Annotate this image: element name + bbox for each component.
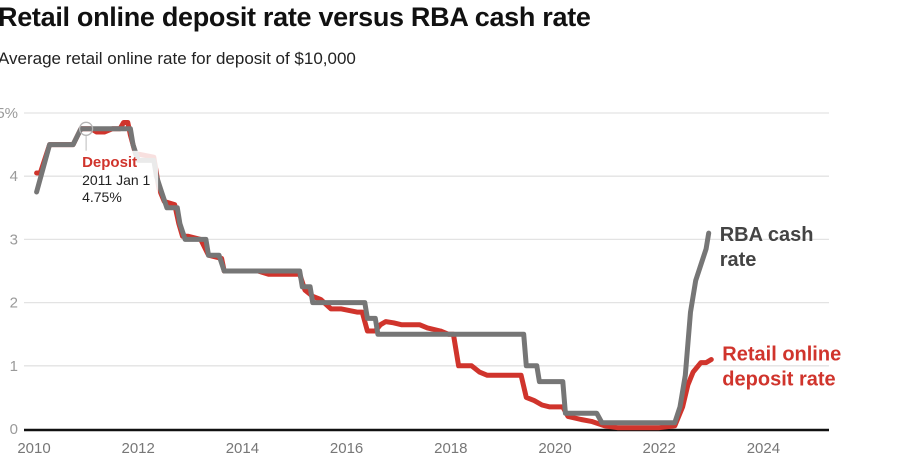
deposit-rate-label: deposit rate bbox=[722, 368, 835, 390]
x-tick-label: 2018 bbox=[434, 440, 467, 457]
tooltip-value: 4.75% bbox=[82, 189, 122, 205]
y-tick-label: 5% bbox=[0, 105, 18, 122]
deposit-rate-label: Retail online bbox=[722, 343, 841, 365]
y-axis-ticks: 0 1 2 3 4 5% bbox=[0, 105, 18, 438]
chart-title: Retail online deposit rate versus RBA ca… bbox=[0, 2, 591, 32]
x-axis-ticks: 2010 2012 2014 2016 2018 2020 2022 2024 bbox=[17, 440, 780, 457]
chart-subtitle: Average retail online rate for deposit o… bbox=[0, 49, 356, 68]
y-tick-label: 4 bbox=[10, 168, 18, 185]
y-tick-label: 3 bbox=[10, 231, 18, 248]
x-tick-label: 2016 bbox=[330, 440, 363, 457]
cash-rate-label: rate bbox=[720, 249, 757, 271]
x-tick-label: 2010 bbox=[17, 440, 50, 457]
tooltip-marker bbox=[78, 121, 94, 136]
x-tick-label: 2024 bbox=[747, 440, 780, 457]
cash-rate-label: RBA cash bbox=[720, 224, 814, 246]
tooltip-series: Deposit bbox=[82, 154, 137, 171]
series-end-labels: Retail online deposit rate RBA cash rate bbox=[720, 224, 842, 390]
tooltip-date: 2011 Jan 1 bbox=[82, 172, 150, 188]
y-tick-label: 1 bbox=[10, 358, 18, 375]
x-tick-label: 2012 bbox=[122, 440, 155, 457]
x-tick-label: 2020 bbox=[538, 440, 571, 457]
y-tick-label: 0 bbox=[10, 421, 18, 438]
x-tick-label: 2022 bbox=[643, 440, 676, 457]
x-tick-label: 2014 bbox=[226, 440, 259, 457]
tooltip-background bbox=[82, 150, 159, 205]
y-tick-label: 2 bbox=[10, 295, 18, 312]
